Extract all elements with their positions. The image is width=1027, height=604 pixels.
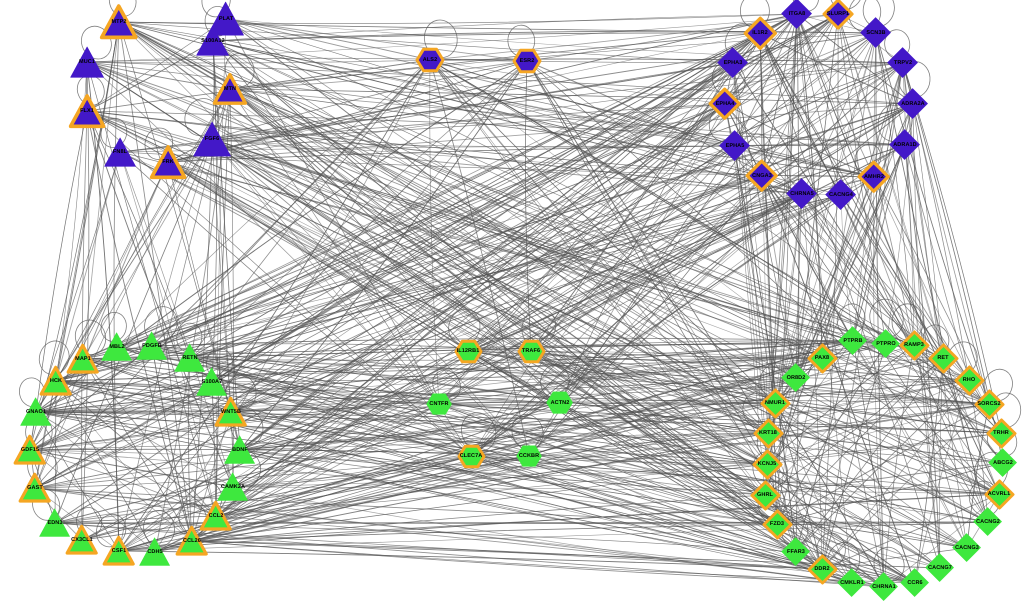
- node-shape-triangle-icon: [15, 468, 54, 507]
- node-shape-diamond-icon: [896, 327, 933, 364]
- node-shape-triangle-icon: [172, 521, 211, 560]
- node-shape-diamond-icon: [740, 13, 781, 54]
- node-shape-diamond-icon: [885, 45, 920, 80]
- node-shape-diamond-icon: [898, 566, 931, 599]
- node-shape-diamond-icon: [869, 327, 902, 360]
- node-shape-diamond-icon: [742, 156, 781, 195]
- node-shape-diamond-icon: [925, 340, 962, 377]
- node-shape-triangle-icon: [99, 531, 138, 570]
- node-shape-diamond-icon: [823, 177, 858, 212]
- node-shape-diamond-icon: [887, 127, 922, 162]
- node-shape-triangle-icon: [215, 469, 250, 504]
- node-shape-diamond-icon: [749, 446, 786, 483]
- node-shape-diamond-icon: [983, 415, 1020, 452]
- node-shape-diamond-icon: [895, 86, 930, 121]
- node-shape-diamond-icon: [835, 566, 868, 599]
- node-shape-diamond-icon: [715, 45, 750, 80]
- node-shape-triangle-icon: [18, 394, 53, 429]
- node-shape-triangle-icon: [194, 22, 231, 59]
- node-shape-diamond-icon: [819, 0, 857, 33]
- node-shape-diamond-icon: [757, 385, 794, 422]
- node-shape-triangle-icon: [209, 68, 251, 110]
- node-shape-diamond-icon: [923, 551, 956, 584]
- node-shape-diamond-icon: [804, 551, 841, 588]
- node-shape-triangle-icon: [68, 43, 106, 81]
- node-shape-triangle-icon: [63, 339, 102, 378]
- node-shape-triangle-icon: [36, 361, 75, 400]
- node-shape-triangle-icon: [211, 392, 250, 431]
- node-shape-diamond-icon: [986, 446, 1019, 479]
- node-shape-diamond-icon: [971, 386, 1008, 423]
- node-shape-triangle-icon: [146, 140, 190, 184]
- node-shape-diamond-icon: [836, 324, 869, 357]
- node-shape-diamond-icon: [784, 176, 819, 211]
- node-shape-diamond-icon: [951, 362, 988, 399]
- node-shape-triangle-icon: [96, 0, 141, 45]
- node-shape-triangle-icon: [194, 364, 229, 399]
- node-shape-triangle-icon: [62, 520, 101, 559]
- node-shape-hexagon-icon: [509, 43, 545, 79]
- node-shape-hexagon-icon: [424, 389, 454, 419]
- node-shape-hexagon-icon: [451, 334, 486, 369]
- node-shape-triangle-icon: [10, 430, 49, 469]
- node-shape-triangle-icon: [134, 328, 169, 363]
- node-shape-diamond-icon: [779, 361, 812, 394]
- node-shape-triangle-icon: [99, 329, 134, 364]
- node-shape-diamond-icon: [747, 477, 784, 514]
- node-shape-diamond-icon: [981, 476, 1018, 513]
- node-shape-diamond-icon: [717, 128, 752, 163]
- node-shape-diamond-icon: [750, 415, 787, 452]
- node-shape-hexagon-icon: [412, 42, 448, 78]
- node-shape-triangle-icon: [102, 134, 138, 170]
- node-shape-diamond-icon: [971, 505, 1004, 538]
- node-shape-diamond-icon: [804, 340, 841, 377]
- node-shape-triangle-icon: [65, 89, 109, 133]
- node-shape-hexagon-icon: [514, 334, 549, 369]
- node-shape-hexagon-icon: [514, 441, 544, 471]
- node-shape-diamond-icon: [854, 157, 893, 196]
- node-shape-triangle-icon: [196, 496, 235, 535]
- node-shape-triangle-icon: [191, 118, 233, 160]
- node-shape-triangle-icon: [205, 0, 246, 40]
- node-shape-hexagon-icon: [454, 439, 489, 474]
- node-shape-diamond-icon: [867, 570, 900, 603]
- node-shape-diamond-icon: [779, 535, 812, 568]
- node-shape-hexagon-icon: [544, 387, 575, 418]
- node-shape-triangle-icon: [222, 432, 257, 467]
- node-shape-diamond-icon: [950, 531, 983, 564]
- node-shape-diamond-icon: [779, 0, 814, 32]
- node-shape-diamond-icon: [759, 506, 796, 543]
- node-shape-triangle-icon: [172, 340, 207, 375]
- node-shape-diamond-icon: [705, 84, 744, 123]
- node-shape-triangle-icon: [37, 505, 72, 540]
- node-shape-diamond-icon: [858, 15, 893, 50]
- node-shape-triangle-icon: [137, 534, 172, 569]
